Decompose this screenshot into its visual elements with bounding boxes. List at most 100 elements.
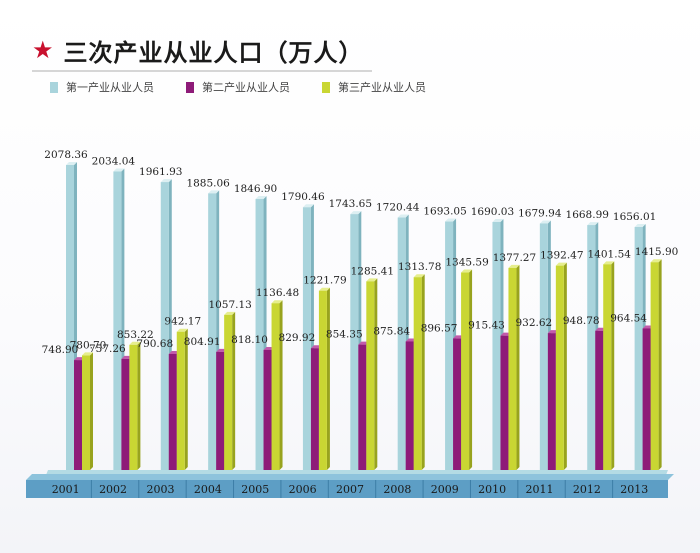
bar: [113, 171, 122, 470]
bar: [445, 221, 454, 470]
x-tick-label: 2011: [526, 483, 554, 496]
bar-top: [129, 341, 141, 345]
data-label: 1377.27: [493, 252, 536, 264]
data-label: 853.22: [117, 329, 154, 341]
bar: [642, 328, 651, 470]
legend-item-tertiary: 第三产业从业人员: [322, 79, 426, 95]
data-label: 1656.01: [613, 211, 656, 223]
data-label: 1743.65: [329, 198, 372, 210]
data-label: 1846.90: [234, 183, 277, 195]
bar: [82, 355, 90, 470]
data-label: 948.78: [563, 315, 600, 327]
data-label: 1057.13: [208, 299, 251, 311]
bar-top: [255, 195, 267, 199]
bar: [168, 353, 177, 470]
x-tick-label: 2003: [146, 483, 174, 496]
bar-side: [611, 261, 615, 470]
bar-side: [374, 278, 378, 470]
bar: [492, 221, 501, 470]
data-label: 942.17: [164, 316, 201, 328]
data-label: 1790.46: [281, 191, 325, 203]
bar: [129, 344, 138, 470]
bar: [603, 264, 612, 470]
title-divider: [32, 70, 372, 72]
bar-side: [326, 287, 330, 470]
chart-title: 三次产业从业人口（万人）: [63, 38, 364, 67]
bar: [74, 360, 82, 470]
bar-top: [82, 352, 93, 356]
bar: [66, 165, 74, 470]
bar-top: [350, 211, 362, 215]
x-tick-label: 2002: [99, 483, 127, 496]
bar-side: [421, 274, 425, 470]
data-label: 790.68: [136, 338, 173, 350]
bar-top: [224, 311, 236, 315]
data-label: 1693.05: [423, 206, 466, 218]
data-label: 757.26: [89, 343, 126, 355]
bar: [595, 330, 604, 470]
x-tick-label: 2001: [52, 483, 80, 496]
data-label: 1392.47: [540, 250, 583, 262]
x-tick-label: 2013: [620, 483, 648, 496]
bar-top: [366, 278, 378, 282]
bar: [461, 272, 470, 470]
x-axis-band-top: [26, 474, 674, 480]
legend-swatch-tertiary: [322, 81, 330, 93]
bar-side: [137, 341, 141, 470]
bar: [547, 333, 556, 470]
chart-header: ★ 三次产业从业人口（万人）: [32, 34, 364, 67]
bar-top: [508, 264, 520, 268]
bar: [263, 349, 272, 470]
data-label: 748.90: [42, 344, 79, 356]
data-label: 1679.94: [518, 207, 562, 219]
data-label: 1401.54: [588, 248, 632, 260]
bar-top: [66, 162, 77, 165]
bar-top: [634, 223, 646, 227]
bar-top: [397, 214, 409, 218]
bar: [413, 277, 422, 470]
bar-top: [603, 261, 615, 265]
data-label: 875.84: [373, 325, 410, 337]
bar: [587, 225, 596, 470]
bar: [160, 182, 169, 471]
bar-top: [318, 287, 330, 291]
bar: [358, 344, 367, 470]
bar-top: [492, 218, 504, 222]
bar: [121, 358, 130, 470]
data-label: 1313.78: [398, 261, 441, 273]
data-label: 1885.06: [186, 177, 230, 189]
data-label: 2078.36: [44, 149, 88, 161]
data-label: 1690.03: [471, 206, 514, 218]
bar-top: [445, 218, 457, 222]
x-tick-label: 2010: [478, 483, 506, 496]
bar-top: [208, 190, 220, 194]
legend-swatch-primary: [50, 81, 58, 93]
bar-side: [279, 300, 283, 470]
bar-side: [469, 269, 473, 470]
data-label: 780.70: [70, 339, 107, 351]
bar-top: [587, 222, 599, 226]
data-label: 854.35: [326, 329, 363, 341]
bar-top: [555, 262, 567, 266]
data-label: 1415.90: [635, 246, 678, 258]
legend-item-secondary: 第二产业从业人员: [186, 79, 290, 95]
data-label: 1221.79: [303, 275, 346, 287]
x-tick-label: 2006: [289, 483, 317, 496]
data-label: 818.10: [231, 334, 268, 346]
legend-label-tertiary: 第三产业从业人员: [338, 81, 426, 94]
bar-top: [302, 204, 314, 208]
bar: [208, 193, 217, 471]
bar: [216, 351, 225, 470]
legend-label-secondary: 第二产业从业人员: [202, 81, 290, 94]
legend-label-primary: 第一产业从业人员: [66, 81, 154, 94]
bar: [539, 223, 548, 470]
data-label: 1136.48: [256, 287, 299, 299]
bar-side: [90, 352, 93, 470]
bar: [453, 338, 462, 470]
bar-top: [539, 220, 551, 224]
bar-side: [658, 259, 662, 470]
bar: [397, 217, 406, 470]
x-tick-label: 2012: [573, 483, 601, 496]
